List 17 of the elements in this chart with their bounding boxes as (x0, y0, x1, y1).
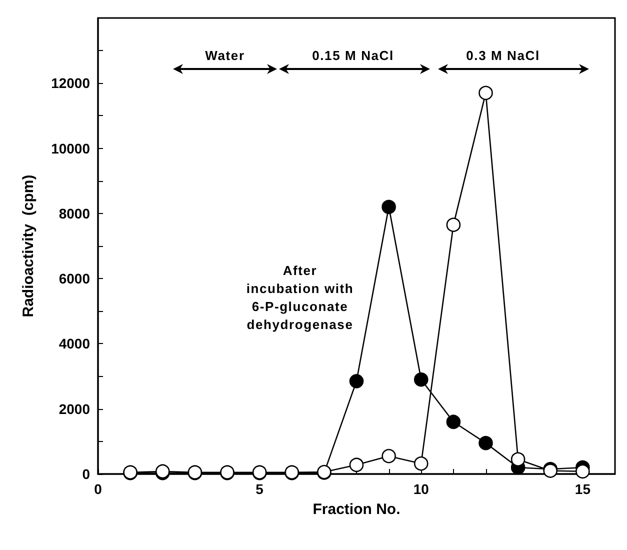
y-axis-title: Radioactivity (cpm) (20, 174, 37, 318)
x-axis-title: Fraction No. (312, 501, 400, 518)
y-tick-label: 10000 (51, 140, 90, 156)
annotation: After incubation with 6-P-gluconate dehydrogenase (246, 263, 354, 332)
x-tick-label: 10 (413, 481, 430, 497)
y-tick-label: 4000 (58, 336, 90, 352)
x-tick-label: 0 (94, 481, 102, 497)
annotation: 0.15 M NaCl (312, 48, 394, 63)
y-tick-label: 2000 (58, 400, 90, 417)
y-tick-label: 12000 (51, 75, 90, 92)
annotation: Water (205, 48, 245, 63)
x-tick-label: 15 (574, 481, 591, 497)
y-tick-label: 8000 (58, 205, 90, 222)
y-tick-label: 0 (82, 466, 90, 482)
y-tick-label: 6000 (58, 270, 90, 287)
x-tick-label: 5 (256, 481, 264, 497)
annotation: 0.3 M NaCl (466, 48, 540, 63)
